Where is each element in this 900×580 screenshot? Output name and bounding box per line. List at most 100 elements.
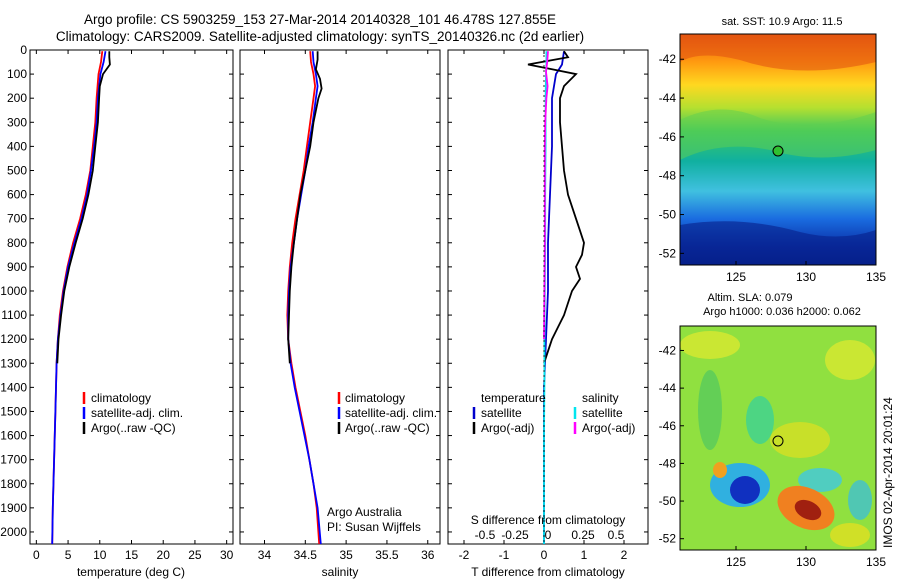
depth-axis-ticks: 0 100 200 300 400 500 600 700 800 900 1000 1100 1200… [0, 43, 648, 539]
x-tick-label: 20 [157, 548, 171, 562]
legend-argo: Argo(..raw -QC) [91, 421, 176, 435]
sla-cyan-blob [798, 468, 842, 492]
chart-title-line1: Argo profile: CS 5903259_153 27-Mar-2014… [83, 12, 557, 27]
depth-tick-label: 300 [7, 115, 27, 129]
legend-salinity-title: salinity [582, 391, 619, 405]
sst-map [679, 33, 877, 266]
depth-tick-label: 1500 [0, 404, 27, 418]
map-y-tick-label: -50 [659, 208, 677, 222]
salinity-plot: 34 34.5 35 35.5 36 [258, 50, 435, 562]
sst-argo-marker [772, 145, 784, 157]
legend-climatology: climatology [91, 391, 151, 405]
sst-map-ticks: 125 130 135 -42 -44 -46 -48 -50 -52 [659, 52, 887, 284]
map-y-tick-label: -48 [659, 456, 677, 470]
x-tick-label: 2 [621, 548, 628, 562]
sla-yellow-blob [825, 340, 875, 380]
top-tick-label: 0.5 [608, 528, 625, 542]
sla-red-core [794, 499, 822, 521]
temperature-plot: 0 5 10 15 20 25 30 [33, 50, 234, 562]
depth-tick-label: 1400 [0, 380, 27, 394]
depth-tick-label: 700 [7, 212, 27, 226]
footer-stamp: IMOS 02-Apr-2014 20:01:24 [881, 397, 895, 548]
sla-frame [679, 325, 877, 551]
depth-tick-label: 400 [7, 139, 27, 153]
legend-t-argo: Argo(-adj) [481, 421, 534, 435]
map-y-tick-label: -42 [659, 52, 677, 66]
diff-axes [447, 49, 649, 545]
map-y-tick-label: -48 [659, 169, 677, 183]
sst-frame [679, 33, 877, 266]
depth-tick-label: 1100 [1, 308, 27, 322]
depth-tick-label: 1900 [0, 501, 27, 515]
map-x-tick-label: 135 [866, 555, 886, 569]
legend-climatology: climatology [345, 391, 405, 405]
series-line-salinity-argo-adj- [543, 51, 549, 340]
x-tick-label: -2 [459, 548, 470, 562]
map-x-tick-label: 130 [796, 270, 816, 284]
depth-tick-label: 600 [7, 188, 27, 202]
sla-blue-eddy [730, 476, 760, 504]
x-tick-label: 30 [220, 548, 234, 562]
map-x-tick-label: 125 [726, 270, 746, 284]
legend-satellite-adj: satellite-adj. clim. [91, 406, 183, 420]
series-line-satellite-adj-clim- [51, 51, 107, 545]
sla-map-title-line1: Altim. SLA: 0.079 [708, 292, 793, 304]
map-y-tick-label: -44 [659, 381, 677, 395]
depth-tick-label: 900 [7, 260, 27, 274]
depth-tick-label: 2000 [0, 525, 27, 539]
diff-xlabel-top: S difference from climatology [471, 513, 626, 527]
credit-line2: PI: Susan Wijffels [327, 520, 421, 534]
x-tick-label: 10 [93, 548, 107, 562]
depth-tick-label: 0 [20, 43, 27, 57]
map-y-tick-label: -46 [659, 130, 677, 144]
sla-map [680, 326, 876, 550]
temp-axes [29, 49, 234, 545]
x-tick-label: 5 [65, 548, 72, 562]
legend-argo: Argo(..raw -QC) [345, 421, 430, 435]
temperature-legend: climatology satellite-adj. clim. Argo(..… [82, 391, 183, 435]
series-line-argo-raw-qc- [56, 51, 111, 364]
sst-warm-patch [680, 34, 876, 71]
sal-axes [239, 49, 441, 545]
legend-s-satellite: satellite [582, 406, 623, 420]
salinity-xlabel: salinity [322, 565, 359, 579]
difference-plot: -2 -1 0 1 2 -0.5 -0.25 0 0.25 0.5 [459, 50, 628, 562]
x-tick-label: 34 [258, 548, 272, 562]
sla-yellow-blob [830, 523, 870, 547]
x-tick-label: 34.5 [294, 548, 318, 562]
sst-map-title: sat. SST: 10.9 Argo: 11.5 [722, 16, 843, 28]
sla-green-band [698, 370, 722, 450]
sst-cold-patch [680, 221, 876, 265]
temperature-xlabel: temperature (deg C) [77, 565, 185, 579]
top-tick-label: -0.5 [475, 528, 496, 542]
x-tick-label: 15 [125, 548, 139, 562]
depth-tick-label: 1800 [0, 477, 27, 491]
credit-line1: Argo Australia [327, 505, 402, 519]
sst-front [680, 109, 876, 160]
series-line-climatology [286, 51, 321, 545]
map-x-tick-label: 130 [796, 555, 816, 569]
depth-tick-label: 1700 [0, 453, 27, 467]
legend-satellite-adj: satellite-adj. clim. [345, 406, 437, 420]
x-tick-label: 0 [541, 548, 548, 562]
depth-tick-label: 1600 [0, 429, 27, 443]
salinity-legend: climatology satellite-adj. clim. Argo(..… [337, 391, 437, 435]
sla-argo-marker [772, 435, 784, 447]
top-tick-label: 0 [545, 528, 552, 542]
sla-yellow-blob [680, 331, 740, 359]
x-tick-label: -1 [499, 548, 510, 562]
chart-title-line2: Climatology: CARS2009. Satellite-adjuste… [55, 29, 585, 44]
sla-cyan-blob [848, 480, 872, 520]
legend-t-satellite: satellite [481, 406, 522, 420]
map-y-tick-label: -52 [659, 246, 677, 260]
depth-tick-label: 1300 [0, 356, 27, 370]
depth-tick-label: 1200 [0, 332, 27, 346]
x-tick-label: 35.5 [375, 548, 399, 562]
depth-tick-label: 200 [7, 91, 27, 105]
x-tick-label: 1 [581, 548, 588, 562]
map-y-tick-label: -42 [659, 343, 677, 357]
series-line-climatology [51, 51, 104, 545]
legend-s-argo: Argo(-adj) [582, 421, 635, 435]
x-tick-label: 36 [421, 548, 435, 562]
